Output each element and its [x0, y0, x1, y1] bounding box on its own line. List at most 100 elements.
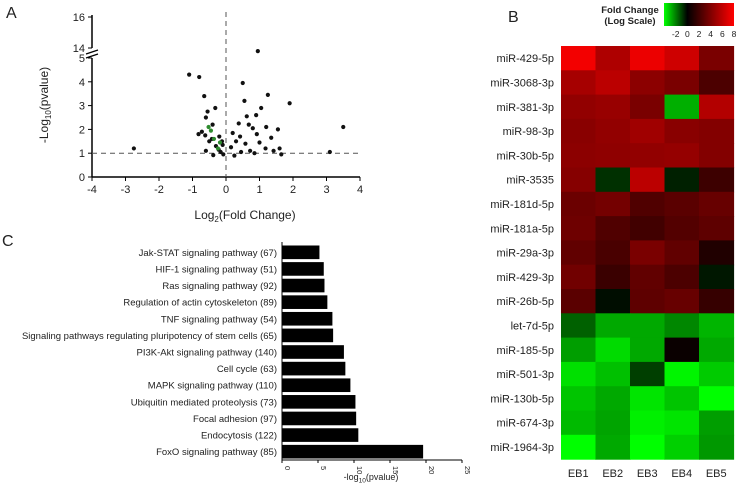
data-point: [242, 98, 247, 103]
data-point: [271, 148, 276, 153]
heatmap-cell: [561, 410, 597, 436]
volcano-points: [131, 49, 346, 158]
bar-category-label: Jak-STAT signaling pathway (67): [139, 248, 277, 259]
bar: [282, 278, 325, 293]
data-point: [218, 149, 223, 155]
heatmap-row-label: miR-674-3p: [497, 418, 554, 430]
bar-category-label: Endocytosis (122): [201, 431, 277, 442]
heatmap-row-label: miR-1964-3p: [490, 442, 554, 454]
data-point: [232, 153, 237, 158]
heatmap-row-label: miR-429-3p: [497, 272, 554, 284]
bar: [282, 295, 328, 309]
heatmap-column-label: EB5: [706, 468, 727, 480]
x-tick-label: 4: [357, 184, 363, 196]
bar-category-labels: Jak-STAT signaling pathway (67) HIF-1 sig…: [22, 248, 277, 458]
heatmap-row-label: miR-181a-5p: [490, 223, 554, 235]
bar-axis: 0 5 10 15 20 25: [281, 242, 472, 474]
y-tick-label: 2: [79, 124, 85, 136]
bar-category-label: Regulation of actin cytoskeleton (89): [123, 298, 277, 309]
heatmap-row-label: miR-26b-5p: [497, 296, 554, 308]
heatmap-cell: [595, 94, 631, 120]
heatmap-cell: [595, 70, 631, 96]
data-point: [277, 146, 282, 151]
heatmap-column-label: EB4: [671, 468, 692, 480]
heatmap-cell: [561, 386, 597, 412]
data-point-green: [211, 136, 217, 142]
data-point: [269, 135, 274, 140]
data-point: [230, 130, 235, 136]
heatmap-cell: [699, 216, 735, 241]
heatmap-cell: [664, 313, 700, 339]
heatmap-cell: [630, 240, 666, 266]
panel-label-c: C: [2, 233, 14, 250]
heatmap-cell: [630, 337, 666, 363]
heatmap-cell: [699, 118, 735, 144]
heatmap-row-label: miR-185-5p: [497, 345, 554, 357]
heatmap-cell: [595, 216, 631, 241]
bar-x-tick-label: 15: [391, 466, 400, 474]
heatmap-cell: [561, 70, 597, 96]
legend-tick-label: 4: [708, 29, 713, 39]
data-point: [279, 152, 284, 157]
heatmap-row-label: miR-98-3p: [503, 126, 554, 138]
legend-tick-label: -2: [672, 29, 680, 39]
heatmap-cell: [630, 216, 666, 241]
heatmap-cell: [699, 289, 735, 314]
y-tick-label: 1: [79, 148, 85, 160]
x-tick-label: -1: [188, 184, 198, 196]
data-point: [327, 149, 332, 155]
heatmap-cell: [595, 337, 631, 363]
x-tick-label: -3: [121, 184, 131, 196]
legend-tick-label: 6: [720, 29, 725, 39]
data-point: [233, 139, 239, 144]
x-tick-label: 1: [256, 184, 262, 196]
heatmap-row-label: miR-29a-3p: [497, 248, 554, 260]
data-point: [131, 146, 136, 151]
heatmap-cell: [699, 240, 735, 266]
heatmap-row-label: miR-30b-5p: [497, 150, 554, 162]
heatmap-cell: [699, 191, 735, 217]
x-tick-label: 3: [323, 184, 329, 196]
bar-x-tick-label: 5: [319, 466, 328, 470]
data-point: [221, 152, 226, 157]
heatmap-row-label: miR-429-5p: [497, 53, 554, 65]
x-tick-label: 0: [223, 184, 229, 196]
heatmap-cell: [595, 313, 631, 339]
data-point: [236, 121, 241, 126]
bar-category-label: HIF-1 signaling pathway (51): [156, 264, 277, 275]
heatmap-cell: [699, 46, 735, 71]
heatmap-cell: [699, 361, 735, 387]
heatmap-cell: [561, 240, 597, 266]
bar-category-label: Ras signaling pathway (92): [162, 281, 277, 292]
data-point: [203, 133, 208, 138]
y-tick-label: 5: [79, 53, 85, 65]
data-point: [187, 72, 192, 77]
bar: [282, 262, 324, 276]
heatmap-cell: [561, 361, 597, 387]
heatmap-cell: [595, 361, 631, 387]
bar: [282, 311, 333, 326]
data-point: [217, 134, 222, 139]
bar-x-tick-label: 20: [427, 466, 436, 474]
heatmap-cell: [699, 434, 735, 460]
bar-x-tick-label: 0: [283, 466, 292, 470]
heatmap-cell: [630, 94, 666, 120]
heatmap-row-label: miR-381-3p: [497, 102, 554, 114]
data-point: [203, 148, 208, 153]
data-point: [250, 126, 255, 131]
heatmap-cell: [630, 386, 666, 412]
axis-break-mark: [85, 49, 99, 55]
data-point: [196, 132, 201, 137]
bar: [282, 361, 346, 376]
volcano-plot: -4 -3 -2 -1 0 1 2 3 4 0 1 2 3 4 514 16 -Log10(pvalue) L…: [37, 12, 363, 224]
heatmap-cell: [699, 264, 735, 290]
legend-tick-label: 8: [732, 29, 737, 39]
data-point: [252, 151, 257, 156]
y-tick-label: 16: [73, 12, 85, 24]
x-tick-label: -2: [154, 184, 164, 196]
panel-label-b: B: [508, 9, 519, 26]
data-point: [248, 148, 253, 153]
heatmap-cell: [630, 167, 666, 193]
heatmap-cell: [595, 191, 631, 217]
heatmap-cell: [630, 191, 666, 217]
